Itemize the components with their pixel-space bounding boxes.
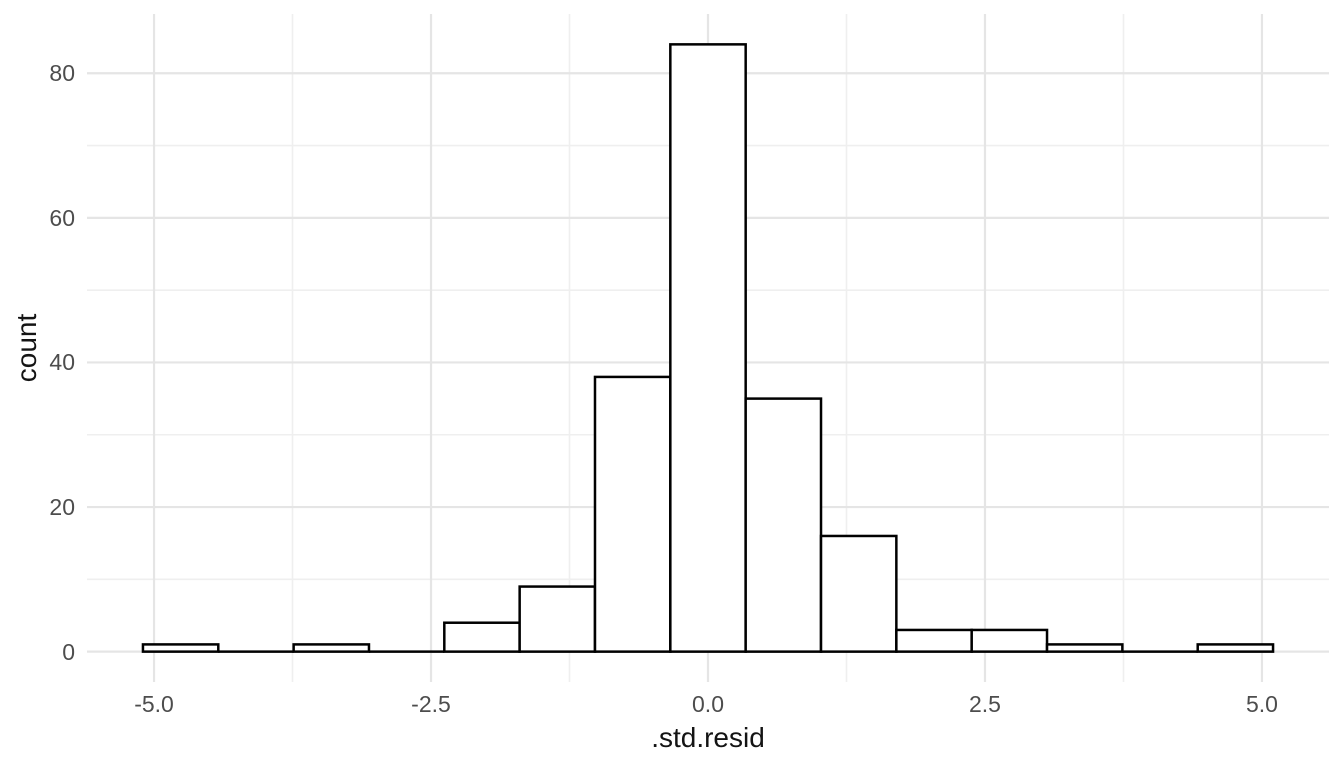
x-tick-label: 2.5 bbox=[968, 691, 1001, 717]
histogram-bar bbox=[292, 643, 371, 653]
x-tick-label: -5.0 bbox=[134, 691, 174, 717]
y-tick-label: 20 bbox=[49, 494, 75, 521]
histogram-bar bbox=[669, 43, 747, 653]
x-tick-label: 5.0 bbox=[1245, 691, 1278, 717]
histogram-bar bbox=[895, 628, 973, 653]
x-tick-label: -2.5 bbox=[411, 691, 451, 717]
histogram-bar bbox=[744, 397, 823, 653]
x-tick-label: 0.0 bbox=[692, 691, 724, 717]
histogram-bar bbox=[141, 643, 220, 653]
histogram-bar bbox=[1196, 643, 1275, 653]
histogram-bar bbox=[1045, 643, 1124, 653]
y-axis-title: count bbox=[11, 313, 42, 383]
x-axis-title: .std.resid bbox=[651, 722, 765, 753]
histogram-bar bbox=[970, 628, 1049, 653]
histogram-bar bbox=[593, 375, 672, 653]
y-tick-label: 60 bbox=[49, 204, 75, 231]
histogram-bar bbox=[443, 621, 521, 653]
y-tick-label: 40 bbox=[49, 349, 75, 376]
y-tick-label: 80 bbox=[49, 60, 75, 87]
y-tick-label: 0 bbox=[62, 638, 75, 665]
histogram-bar bbox=[819, 534, 898, 653]
histogram-bar bbox=[518, 585, 597, 653]
